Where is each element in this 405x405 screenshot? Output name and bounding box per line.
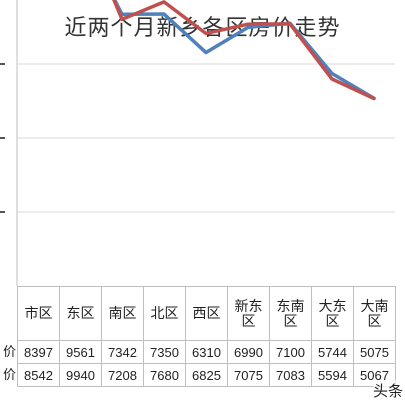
series-1-label: 价 <box>2 345 16 360</box>
category-label: 南区 <box>101 286 144 341</box>
category-label: 市区 <box>17 286 60 341</box>
value-cell: 8397 <box>17 340 60 364</box>
series-line-1 <box>112 0 376 100</box>
category-label: 东南区 <box>269 286 312 341</box>
data-table: 市区 东区 南区 北区 西区 新东区东南区大东区大南区 8397 9561 7342 7350 6… <box>17 286 396 387</box>
value-cell: 9561 <box>59 340 102 364</box>
category-label: 大南区 <box>353 286 396 341</box>
value-cell: 7075 <box>227 363 270 387</box>
series-row-1: 8397 9561 7342 7350 6310 6990 7100 5744 5075 <box>17 340 396 364</box>
value-cell: 5075 <box>353 340 396 364</box>
value-cell: 7083 <box>269 363 312 387</box>
category-label: 北区 <box>143 286 186 341</box>
value-cell: 6990 <box>227 340 270 364</box>
value-cell: 7208 <box>101 363 144 387</box>
category-label: 新东区 <box>227 286 270 341</box>
category-label: 大东区 <box>311 286 354 341</box>
value-cell: 7350 <box>143 340 186 364</box>
value-cell: 6310 <box>185 340 228 364</box>
series-row-2: 8542 9940 7208 7680 6825 7075 7083 5594 5067 <box>17 363 396 387</box>
watermark: 头条 <box>372 380 403 401</box>
value-cell: 9940 <box>59 363 102 387</box>
value-cell: 5594 <box>311 363 354 387</box>
value-cell: 6825 <box>185 363 228 387</box>
value-cell: 8542 <box>17 363 60 387</box>
category-label: 西区 <box>185 286 228 341</box>
value-cell: 7342 <box>101 340 144 364</box>
series-line-2 <box>112 0 376 101</box>
value-cell: 7680 <box>143 363 186 387</box>
series-2-label: 价 <box>2 368 16 383</box>
value-cell: 5744 <box>311 340 354 364</box>
value-cell: 7100 <box>269 340 312 364</box>
category-label: 东区 <box>59 286 102 341</box>
category-header-row: 市区 东区 南区 北区 西区 新东区东南区大东区大南区 <box>17 286 396 341</box>
